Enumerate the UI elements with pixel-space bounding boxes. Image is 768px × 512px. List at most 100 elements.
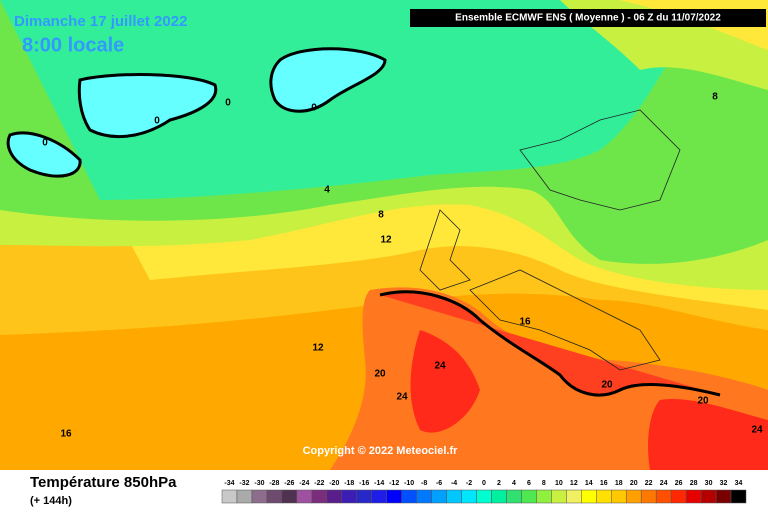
legend-label: 32 — [720, 480, 728, 487]
legend-label: 34 — [735, 480, 743, 487]
legend-swatch — [491, 489, 507, 504]
contour-label: 16 — [60, 429, 72, 440]
legend-swatch — [700, 489, 717, 504]
legend-label: 30 — [705, 480, 713, 487]
legend-label: -14 — [374, 480, 384, 487]
legend-swatch — [266, 489, 283, 504]
legend-label: 0 — [482, 480, 486, 487]
footer-title: Température 850hPa — [30, 474, 177, 491]
legend-label: -2 — [466, 480, 472, 487]
legend-label: -6 — [436, 480, 442, 487]
contour-label: 0 — [154, 116, 160, 127]
legend-swatch — [251, 489, 268, 504]
legend-label: -8 — [421, 480, 427, 487]
contour-label: 0 — [311, 103, 317, 114]
model-info: Ensemble ECMWF ENS ( Moyenne ) - 06 Z du… — [455, 13, 721, 24]
date-label: Dimanche 17 juillet 2022 — [14, 13, 187, 30]
band-cyan-green — [0, 0, 700, 200]
footer-lead: (+ 144h) — [30, 495, 72, 507]
legend-label: -24 — [299, 480, 309, 487]
contour-label: 24 — [396, 392, 408, 403]
contour-label: 4 — [324, 185, 330, 196]
hot-region — [379, 290, 721, 397]
contour-label: 24 — [434, 361, 446, 372]
cold-pool — [269, 47, 387, 113]
legend-label: 2 — [497, 480, 501, 487]
copyright: Copyright © 2022 Meteociel.fr — [303, 445, 459, 457]
legend-swatch — [566, 489, 582, 504]
legend-label: 10 — [555, 480, 563, 487]
contour-label: 12 — [312, 343, 324, 354]
legend-label: -16 — [359, 480, 369, 487]
legend-label: 6 — [527, 480, 531, 487]
legend-swatch — [386, 489, 402, 504]
coastline — [419, 109, 681, 371]
contour-label: 8 — [378, 210, 384, 221]
legend-label: 20 — [630, 480, 638, 487]
legend-swatch — [506, 489, 522, 504]
legend-swatch — [431, 489, 447, 504]
legend-swatch — [311, 489, 328, 504]
legend-label: -34 — [224, 480, 234, 487]
legend-swatch — [476, 489, 492, 504]
legend-label: 14 — [585, 480, 593, 487]
contour-label: 20 — [374, 369, 386, 380]
legend-label: -30 — [254, 480, 264, 487]
legend-label: 26 — [675, 480, 683, 487]
legend-swatch — [281, 489, 298, 504]
legend-label: -12 — [389, 480, 399, 487]
model-banner — [410, 9, 766, 27]
legend-swatch — [236, 489, 253, 504]
contour-label: 8 — [712, 92, 718, 103]
contour-label: 16 — [519, 317, 531, 328]
legend-label: -28 — [269, 480, 279, 487]
legend-swatch — [416, 489, 432, 504]
legend-label: 16 — [600, 480, 608, 487]
contour-labels: 0 0 0 0 4 8 12 16 12 20 24 24 20 20 24 16 8 — [42, 92, 763, 440]
legend-swatch — [581, 489, 597, 504]
legend-swatch — [401, 489, 417, 504]
legend-swatch — [371, 489, 387, 504]
legend-swatch — [730, 489, 747, 504]
legend-label: -4 — [451, 480, 457, 487]
legend-label: 18 — [615, 480, 623, 487]
legend-swatch — [221, 489, 238, 504]
legend-swatch — [461, 489, 477, 504]
legend-swatch — [296, 489, 313, 504]
cold-pool — [6, 131, 82, 178]
legend-swatch — [356, 489, 372, 504]
legend-swatch — [596, 489, 612, 504]
contour-label: 12 — [380, 235, 392, 246]
legend-label: -22 — [314, 480, 324, 487]
cold-pool — [77, 73, 218, 139]
legend-swatch — [551, 489, 567, 504]
legend-swatch — [341, 489, 357, 504]
legend-label: 28 — [690, 480, 698, 487]
legend-swatch — [536, 489, 552, 504]
color-legend: -34 -32 -30 -28 -26 -24 -22 -20 -18 -16 -14 -12 -10-… — [221, 480, 747, 504]
contour-label: 24 — [751, 425, 763, 436]
legend-swatch — [625, 489, 642, 504]
time-label: 8:00 locale — [22, 34, 124, 56]
contour-label: 0 — [225, 98, 231, 109]
legend-swatch — [670, 489, 687, 504]
legend-swatch — [640, 489, 657, 504]
legend-label: 8 — [542, 480, 546, 487]
legend-swatch — [611, 489, 627, 504]
legend-swatch — [446, 489, 462, 504]
legend-label: -32 — [239, 480, 249, 487]
contour-label: 20 — [601, 380, 613, 391]
legend-swatch — [685, 489, 702, 504]
legend-label: 12 — [570, 480, 578, 487]
legend-swatch — [521, 489, 537, 504]
legend-label: -10 — [404, 480, 414, 487]
legend-label: -26 — [284, 480, 294, 487]
legend-swatch — [655, 489, 672, 504]
contour-label: 20 — [697, 396, 709, 407]
hot-core — [410, 330, 480, 433]
legend-label: 22 — [645, 480, 653, 487]
legend-swatch — [715, 489, 732, 504]
